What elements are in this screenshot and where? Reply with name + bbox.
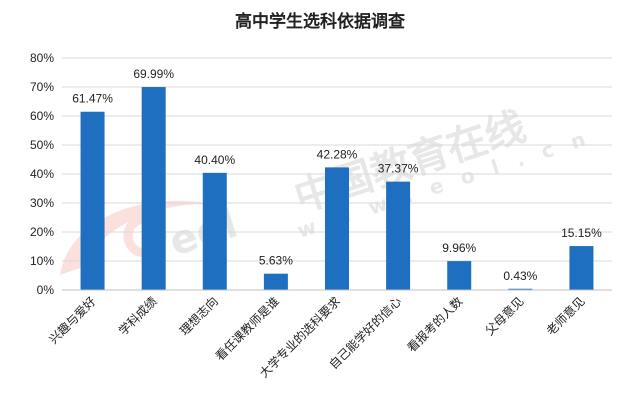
data-label: 0.43% (503, 269, 537, 283)
data-label: 69.99% (133, 67, 174, 81)
y-tick-label: 60% (30, 109, 54, 123)
bar (386, 181, 411, 290)
x-tick-label: 父母意见 (482, 294, 527, 339)
x-tick-label: 兴趣与爱好 (46, 294, 99, 347)
data-label: 61.47% (72, 92, 113, 106)
bar (447, 261, 472, 290)
bar (508, 288, 533, 290)
data-label: 40.40% (194, 153, 235, 167)
bar (80, 111, 105, 290)
x-tick-label: 理想志向 (176, 294, 221, 339)
y-tick-label: 10% (30, 254, 54, 268)
y-tick-label: 80% (30, 51, 54, 65)
x-tick-label: 老师意见 (543, 294, 588, 339)
bars (80, 87, 594, 291)
y-tick-label: 70% (30, 80, 54, 94)
y-axis: 0% 10% 20% 30% 40% 50% 60% 70% 80% (30, 51, 54, 297)
data-label: 37.37% (378, 162, 419, 176)
x-tick-label: 看报考的人数 (404, 294, 466, 356)
x-tick-label: 学科成绩 (115, 294, 160, 339)
data-labels: 61.47% 69.99% 40.40% 5.63% 42.28% 37.37% 9.96%… (72, 67, 602, 283)
data-label: 42.28% (317, 147, 358, 161)
y-tick-label: 0% (37, 283, 55, 297)
bar (263, 273, 288, 290)
data-label: 9.96% (442, 241, 476, 255)
bar (202, 172, 227, 290)
y-tick-label: 20% (30, 225, 54, 239)
x-tick-label: 看任课教师是谁 (212, 294, 282, 364)
bar (569, 246, 594, 290)
data-label: 5.63% (259, 254, 293, 268)
y-tick-label: 50% (30, 138, 54, 152)
bar (141, 87, 166, 291)
y-tick-label: 30% (30, 196, 54, 210)
y-tick-label: 40% (30, 167, 54, 181)
data-label: 15.15% (561, 226, 602, 240)
bar (325, 167, 349, 290)
chart-title: 高中学生选科依据调查 (235, 11, 406, 32)
